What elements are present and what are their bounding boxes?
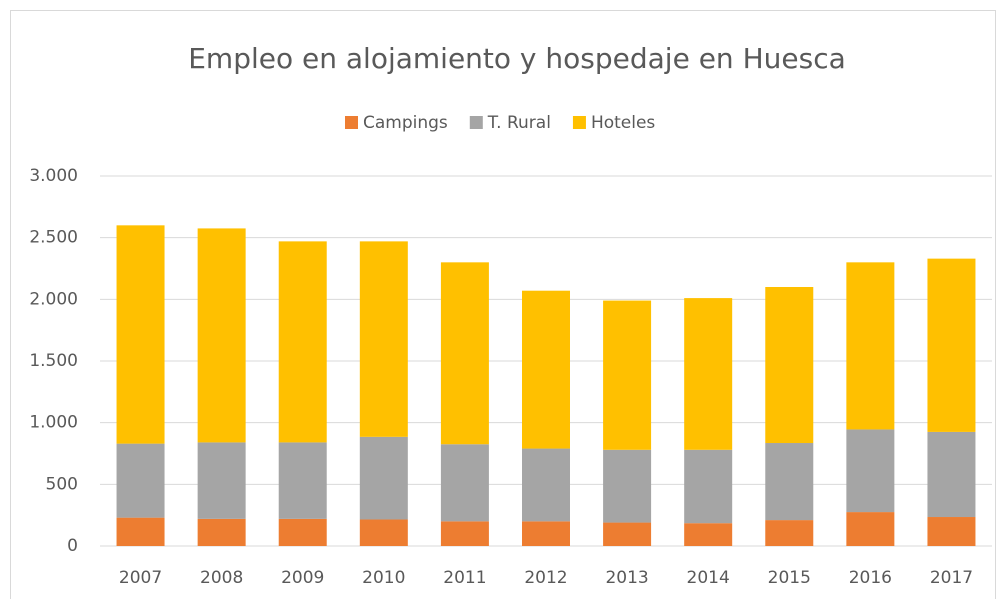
x-tick-label: 2007	[119, 568, 162, 588]
bar-segment	[197, 442, 246, 519]
bar-segment	[197, 518, 246, 546]
x-tick-label: 2009	[281, 568, 324, 588]
y-tick-label: 1.000	[29, 413, 78, 433]
bar-segment	[765, 520, 814, 546]
bar-segment	[522, 448, 570, 522]
bar-segment	[278, 442, 327, 519]
bar-segment	[684, 298, 733, 450]
x-tick-label: 2012	[524, 568, 567, 588]
bar-segment	[684, 523, 733, 546]
chart-title: Empleo en alojamiento y hospedaje en Hue…	[188, 42, 846, 75]
bar-segment	[522, 290, 570, 449]
bar-segment	[278, 518, 327, 546]
y-tick-label: 0	[67, 536, 78, 556]
x-tick-label: 2010	[362, 568, 405, 588]
bar-segment	[440, 521, 489, 546]
bar-segment	[116, 517, 165, 546]
bar-segment	[684, 449, 733, 524]
bar-segment	[603, 449, 652, 523]
bar-segment	[927, 431, 976, 518]
legend-swatch	[572, 116, 586, 129]
x-tick-label: 2011	[443, 568, 486, 588]
bar-segment	[359, 519, 408, 546]
y-tick-label: 2.000	[29, 289, 78, 309]
y-tick-label: 3.000	[29, 166, 78, 186]
legend-swatch	[345, 116, 358, 129]
x-tick-label: 2016	[849, 568, 892, 588]
bar-segment	[116, 443, 165, 518]
x-tick-label: 2015	[768, 568, 811, 588]
bar-segment	[603, 300, 652, 450]
y-tick-label: 1.500	[29, 351, 78, 371]
bar-segment	[846, 512, 895, 546]
bar-segment	[765, 443, 814, 521]
legend-label: Campings	[363, 113, 448, 133]
bar-segment	[359, 436, 408, 520]
x-tick-label: 2008	[200, 568, 243, 588]
legend-swatch	[469, 116, 483, 129]
bar-segment	[197, 228, 246, 443]
y-tick-label: 2.500	[29, 228, 78, 248]
bar-segment	[278, 241, 327, 443]
bar-segment	[116, 225, 165, 444]
chart-border	[10, 10, 996, 603]
bar-segment	[846, 429, 895, 513]
bar-segment	[927, 517, 976, 546]
y-tick-label: 500	[46, 474, 78, 494]
x-tick-label: 2014	[687, 568, 730, 588]
legend-label: Hoteles	[591, 113, 655, 133]
bar-segment	[846, 262, 895, 430]
x-tick-label: 2013	[605, 568, 648, 588]
bar-segment	[440, 262, 489, 445]
bar-segment	[522, 521, 570, 546]
bar-segment	[603, 522, 652, 546]
bar-segment	[440, 444, 489, 522]
bar-segment	[765, 287, 814, 444]
legend-label: T. Rural	[487, 113, 551, 133]
bar-segment	[927, 258, 976, 432]
x-tick-label: 2017	[930, 568, 973, 588]
bar-segment	[359, 241, 408, 437]
